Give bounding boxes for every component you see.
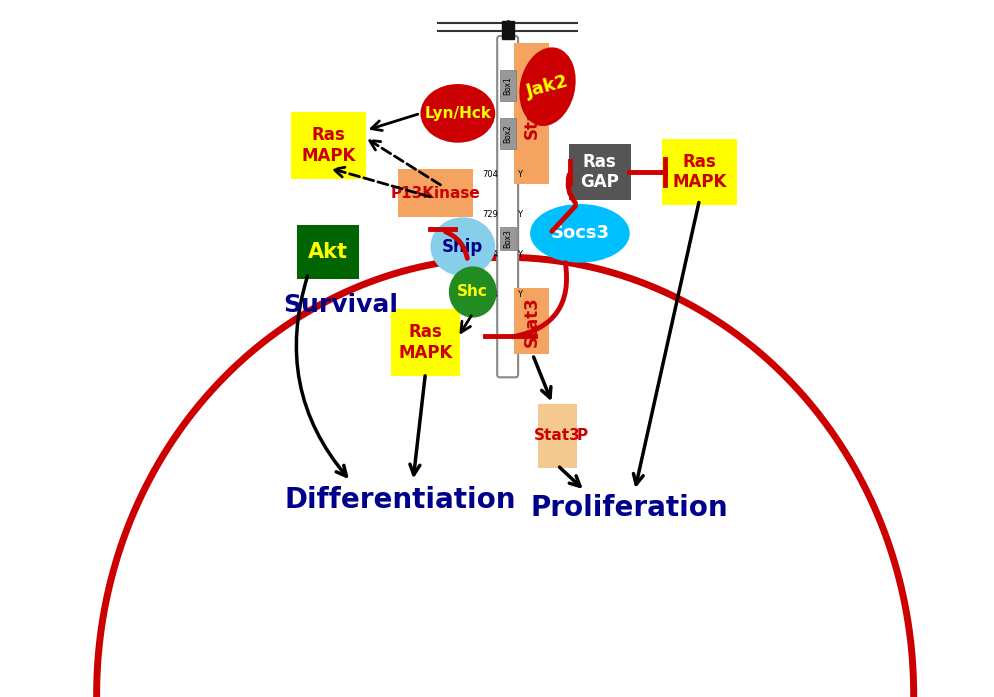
Text: P: P xyxy=(577,429,587,443)
Text: Socs3: Socs3 xyxy=(551,224,609,243)
Text: Ras
MAPK: Ras MAPK xyxy=(672,153,727,192)
Text: P13Kinase: P13Kinase xyxy=(391,186,480,201)
FancyBboxPatch shape xyxy=(500,118,516,148)
FancyBboxPatch shape xyxy=(502,21,514,39)
Text: Ras
GAP: Ras GAP xyxy=(580,153,619,192)
Text: Stat3: Stat3 xyxy=(534,429,580,443)
Ellipse shape xyxy=(519,47,576,126)
Text: Box3: Box3 xyxy=(503,229,512,248)
Text: 704: 704 xyxy=(482,170,498,179)
Text: Proliferation: Proliferation xyxy=(531,494,729,522)
Text: Shc: Shc xyxy=(457,284,488,300)
FancyBboxPatch shape xyxy=(662,139,737,206)
FancyBboxPatch shape xyxy=(297,225,360,279)
Text: 729: 729 xyxy=(482,210,498,219)
Text: Y: Y xyxy=(517,250,522,259)
Text: Lyn/Hck: Lyn/Hck xyxy=(424,106,491,121)
Text: Box2: Box2 xyxy=(503,124,512,143)
FancyBboxPatch shape xyxy=(514,43,549,184)
Text: Differentiation: Differentiation xyxy=(285,486,516,514)
FancyBboxPatch shape xyxy=(497,36,518,377)
Text: Survival: Survival xyxy=(283,293,399,317)
Text: Box1: Box1 xyxy=(503,76,512,95)
Ellipse shape xyxy=(449,266,497,318)
FancyBboxPatch shape xyxy=(500,70,516,100)
Text: Akt: Akt xyxy=(308,242,348,262)
Text: Ship: Ship xyxy=(442,238,483,256)
Text: Stat3: Stat3 xyxy=(522,296,541,346)
FancyBboxPatch shape xyxy=(569,144,631,200)
Text: Stat3: Stat3 xyxy=(522,88,541,139)
Text: Y: Y xyxy=(517,290,522,299)
FancyBboxPatch shape xyxy=(391,309,460,376)
FancyBboxPatch shape xyxy=(398,169,473,217)
FancyBboxPatch shape xyxy=(514,289,549,354)
Text: 764: 764 xyxy=(482,290,498,299)
Ellipse shape xyxy=(530,204,630,263)
FancyBboxPatch shape xyxy=(500,227,516,250)
FancyBboxPatch shape xyxy=(291,112,366,178)
FancyBboxPatch shape xyxy=(538,404,577,468)
Text: Jak2: Jak2 xyxy=(524,72,571,101)
Text: Ras
MAPK: Ras MAPK xyxy=(399,323,452,362)
Text: Y: Y xyxy=(517,210,522,219)
Text: Y: Y xyxy=(517,170,522,179)
Text: Ras
MAPK: Ras MAPK xyxy=(301,126,356,164)
Ellipse shape xyxy=(420,84,495,143)
Text: 744: 744 xyxy=(482,250,498,259)
Ellipse shape xyxy=(430,217,495,276)
